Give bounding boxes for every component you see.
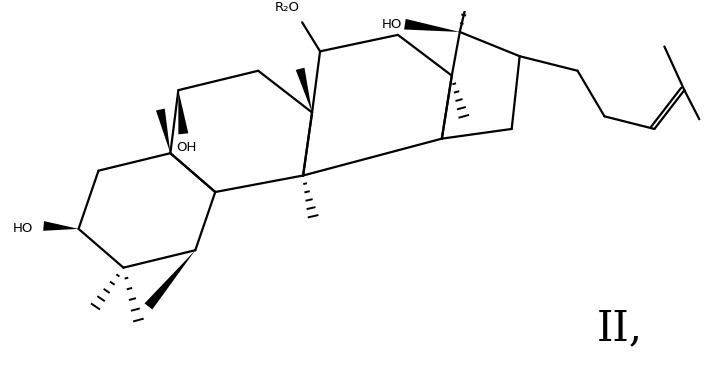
Polygon shape [145,250,195,310]
Text: OH: OH [176,141,197,153]
Polygon shape [178,90,188,134]
Text: R₂O: R₂O [275,2,300,14]
Polygon shape [156,109,171,153]
Text: HO: HO [381,18,402,31]
Polygon shape [43,221,78,231]
Polygon shape [296,68,312,112]
Text: II,: II, [597,308,643,350]
Polygon shape [404,19,460,32]
Text: HO: HO [13,222,33,235]
